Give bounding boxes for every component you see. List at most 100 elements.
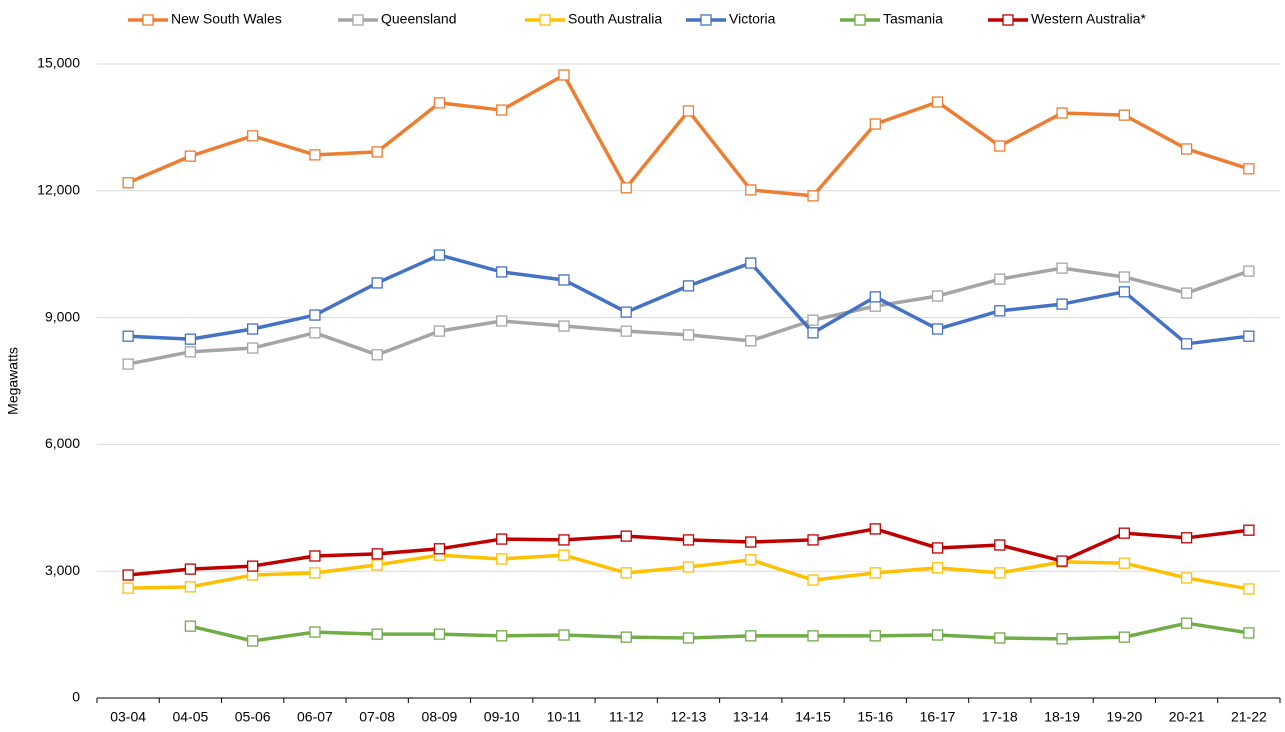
data-point <box>682 632 695 644</box>
data-point <box>433 628 446 640</box>
series-line <box>127 73 1250 198</box>
data-point <box>184 150 197 162</box>
legend-label: New South Wales <box>171 11 282 27</box>
data-point <box>1056 555 1068 567</box>
data-point <box>1180 338 1193 350</box>
data-point <box>371 628 383 640</box>
data-point <box>1056 262 1068 274</box>
x-tick-label: 03-04 <box>110 709 146 725</box>
data-point <box>745 554 757 566</box>
data-point <box>807 314 819 326</box>
data-point <box>122 330 134 342</box>
data-point <box>1118 286 1130 298</box>
data-point <box>620 182 632 194</box>
data-point <box>994 567 1006 579</box>
data-point <box>682 105 695 117</box>
data-point <box>1118 557 1130 569</box>
data-point <box>1243 627 1255 639</box>
legend-label: Victoria <box>729 11 776 27</box>
data-point <box>309 327 321 339</box>
data-point <box>371 559 383 571</box>
data-point <box>1180 287 1193 299</box>
data-point <box>931 290 944 302</box>
data-point <box>745 335 757 347</box>
data-point <box>558 69 570 81</box>
data-point <box>682 329 695 341</box>
data-point <box>994 140 1006 152</box>
data-point <box>371 548 383 560</box>
legend-marker <box>352 14 364 26</box>
data-point <box>184 620 197 632</box>
data-point <box>433 249 446 261</box>
data-point <box>1180 143 1193 155</box>
data-point <box>309 550 321 562</box>
y-tick-label: 12,000 <box>37 182 80 198</box>
data-point <box>682 534 695 546</box>
legend-label: Queensland <box>381 11 457 27</box>
x-tick-label: 05-06 <box>235 709 271 725</box>
legend-marker <box>854 14 866 26</box>
data-point <box>620 631 632 643</box>
data-point <box>807 630 819 642</box>
data-point <box>122 177 134 189</box>
data-point <box>1243 524 1255 536</box>
data-point <box>931 629 944 641</box>
data-point <box>122 569 134 581</box>
data-point <box>1180 532 1193 544</box>
data-point <box>807 190 819 202</box>
data-point <box>931 323 944 335</box>
data-point <box>496 533 508 545</box>
data-point <box>1118 527 1130 539</box>
data-point <box>682 280 695 292</box>
legend-marker <box>539 14 551 26</box>
x-tick-label: 19-20 <box>1106 709 1142 725</box>
data-point <box>869 567 881 579</box>
data-point <box>371 277 383 289</box>
data-point <box>558 629 570 641</box>
data-point <box>122 582 134 594</box>
data-point <box>558 549 570 561</box>
y-tick-label: 3,000 <box>45 562 80 578</box>
data-point <box>184 563 197 575</box>
data-point <box>433 97 446 109</box>
data-point <box>1243 163 1255 175</box>
x-tick-label: 11-12 <box>609 709 644 725</box>
data-point <box>807 534 819 546</box>
data-point <box>309 567 321 579</box>
data-point <box>558 274 570 286</box>
data-point <box>184 581 197 593</box>
data-point <box>807 327 819 339</box>
data-point <box>247 635 259 647</box>
y-tick-label: 6,000 <box>45 435 80 451</box>
data-point <box>1243 265 1255 277</box>
data-point <box>620 530 632 542</box>
data-point <box>745 257 757 269</box>
x-tick-label: 20-21 <box>1169 709 1205 725</box>
data-point <box>994 539 1006 551</box>
data-point <box>496 104 508 116</box>
x-tick-label: 14-15 <box>795 709 831 725</box>
y-tick-label: 9,000 <box>45 308 80 324</box>
data-point <box>869 630 881 642</box>
data-point <box>745 184 757 196</box>
data-point <box>1056 298 1068 310</box>
data-point <box>371 349 383 361</box>
y-tick-label: 15,000 <box>37 55 80 71</box>
data-point <box>1118 109 1130 121</box>
data-point <box>1180 572 1193 584</box>
data-point <box>807 574 819 586</box>
legend-marker <box>700 14 712 26</box>
data-point <box>309 309 321 321</box>
data-point <box>247 130 259 142</box>
data-point <box>122 358 134 370</box>
data-point <box>558 320 570 332</box>
data-point <box>1118 271 1130 283</box>
data-point <box>496 553 508 565</box>
x-tick-label: 08-09 <box>422 709 458 725</box>
data-point <box>682 561 695 573</box>
data-point <box>433 325 446 337</box>
data-point <box>869 118 881 130</box>
data-point <box>931 96 944 108</box>
data-point <box>496 630 508 642</box>
